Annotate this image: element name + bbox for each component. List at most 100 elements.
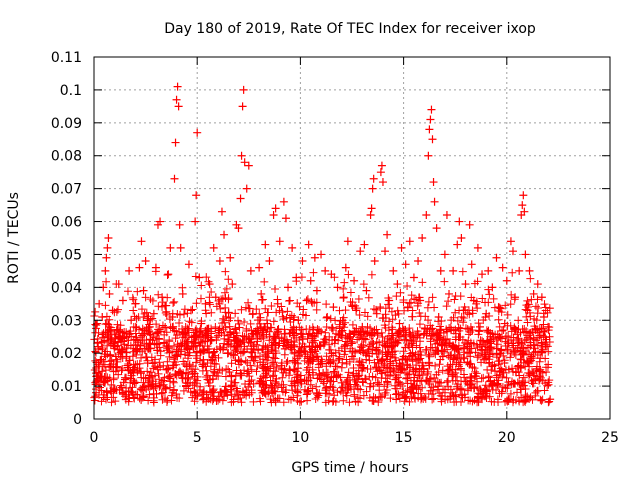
data-point: [286, 329, 295, 338]
data-point: [416, 296, 425, 305]
data-point: [197, 319, 206, 328]
data-point: [306, 276, 315, 285]
data-point: [407, 339, 416, 348]
data-point: [440, 250, 449, 259]
data-point: [143, 359, 152, 368]
data-point: [173, 82, 182, 91]
data-point: [131, 299, 140, 308]
data-point: [110, 385, 119, 394]
data-point: [269, 210, 278, 219]
data-point: [436, 266, 445, 275]
y-tick-label: 0.03: [51, 313, 82, 329]
data-point: [250, 352, 259, 361]
y-axis: 0 0.01 0.02 0.03 0.04 0.05 0.06 0.07 0.08 0.09 0.1…: [51, 50, 610, 428]
data-point: [381, 247, 390, 256]
data-point: [168, 312, 177, 321]
data-point: [372, 309, 381, 318]
data-point: [389, 266, 398, 275]
data-point: [486, 332, 495, 341]
grid-lines: [94, 57, 610, 419]
data-point: [482, 309, 491, 318]
data-point: [246, 266, 255, 275]
data-point: [108, 306, 117, 315]
data-point: [461, 280, 470, 289]
data-point: [141, 257, 150, 266]
data-point: [369, 174, 378, 183]
data-point: [471, 372, 480, 381]
data-point: [362, 286, 371, 295]
data-point: [203, 375, 212, 384]
data-point: [323, 312, 332, 321]
data-point: [395, 319, 404, 328]
y-tick-label: 0.01: [51, 379, 82, 395]
data-point: [95, 299, 104, 308]
data-point: [329, 303, 338, 312]
data-point: [364, 345, 373, 354]
data-point: [284, 283, 293, 292]
data-point: [420, 329, 429, 338]
data-point: [523, 306, 532, 315]
data-point: [265, 257, 274, 266]
data-point: [178, 289, 187, 298]
data-point: [244, 161, 253, 170]
data-point: [366, 210, 375, 219]
data-point: [228, 280, 237, 289]
data-point: [145, 322, 154, 331]
data-point: [275, 237, 284, 246]
data-point: [107, 336, 116, 345]
y-axis-label: ROTI / TECUs: [6, 192, 22, 284]
data-point: [120, 375, 129, 384]
data-point: [480, 355, 489, 364]
data-point: [327, 270, 336, 279]
data-point: [308, 355, 317, 364]
data-point: [172, 95, 181, 104]
data-point: [123, 332, 132, 341]
data-point: [195, 273, 204, 282]
data-point: [498, 263, 507, 272]
data-point: [160, 339, 169, 348]
data-point: [310, 253, 319, 262]
data-point: [368, 184, 377, 193]
data-point: [101, 266, 110, 275]
data-point: [209, 243, 218, 252]
data-point: [319, 368, 328, 377]
data-point: [281, 214, 290, 223]
data-point: [240, 158, 249, 167]
data-point: [442, 210, 451, 219]
data-point: [104, 234, 113, 242]
data-point: [94, 342, 103, 351]
data-point: [348, 352, 356, 361]
data-point: [434, 312, 443, 321]
data-point: [217, 207, 226, 216]
data-point: [542, 342, 551, 351]
data-point: [153, 220, 162, 229]
data-point: [300, 342, 309, 351]
data-point: [242, 184, 251, 193]
x-tick-label: 5: [193, 430, 202, 446]
data-point: [533, 280, 542, 289]
data-point: [525, 266, 534, 275]
data-point: [175, 220, 184, 229]
data-point: [463, 342, 472, 351]
data-point: [426, 115, 435, 124]
data-point: [387, 336, 396, 345]
data-point: [133, 345, 142, 354]
data-point: [317, 250, 326, 259]
data-point: [220, 230, 229, 239]
data-point: [341, 263, 350, 272]
data-point: [544, 322, 553, 331]
data-point: [314, 326, 323, 335]
x-tick-label: 0: [90, 430, 99, 446]
data-point: [335, 322, 344, 331]
data-point: [409, 273, 418, 282]
y-tick-label: 0.09: [51, 116, 82, 132]
data-point: [248, 309, 257, 318]
data-point: [192, 191, 201, 200]
data-point: [411, 365, 420, 374]
data-point: [356, 247, 365, 256]
data-point: [354, 372, 363, 381]
data-point: [422, 210, 431, 219]
data-point: [521, 250, 530, 259]
data-point: [98, 312, 107, 321]
data-point: [166, 243, 175, 252]
